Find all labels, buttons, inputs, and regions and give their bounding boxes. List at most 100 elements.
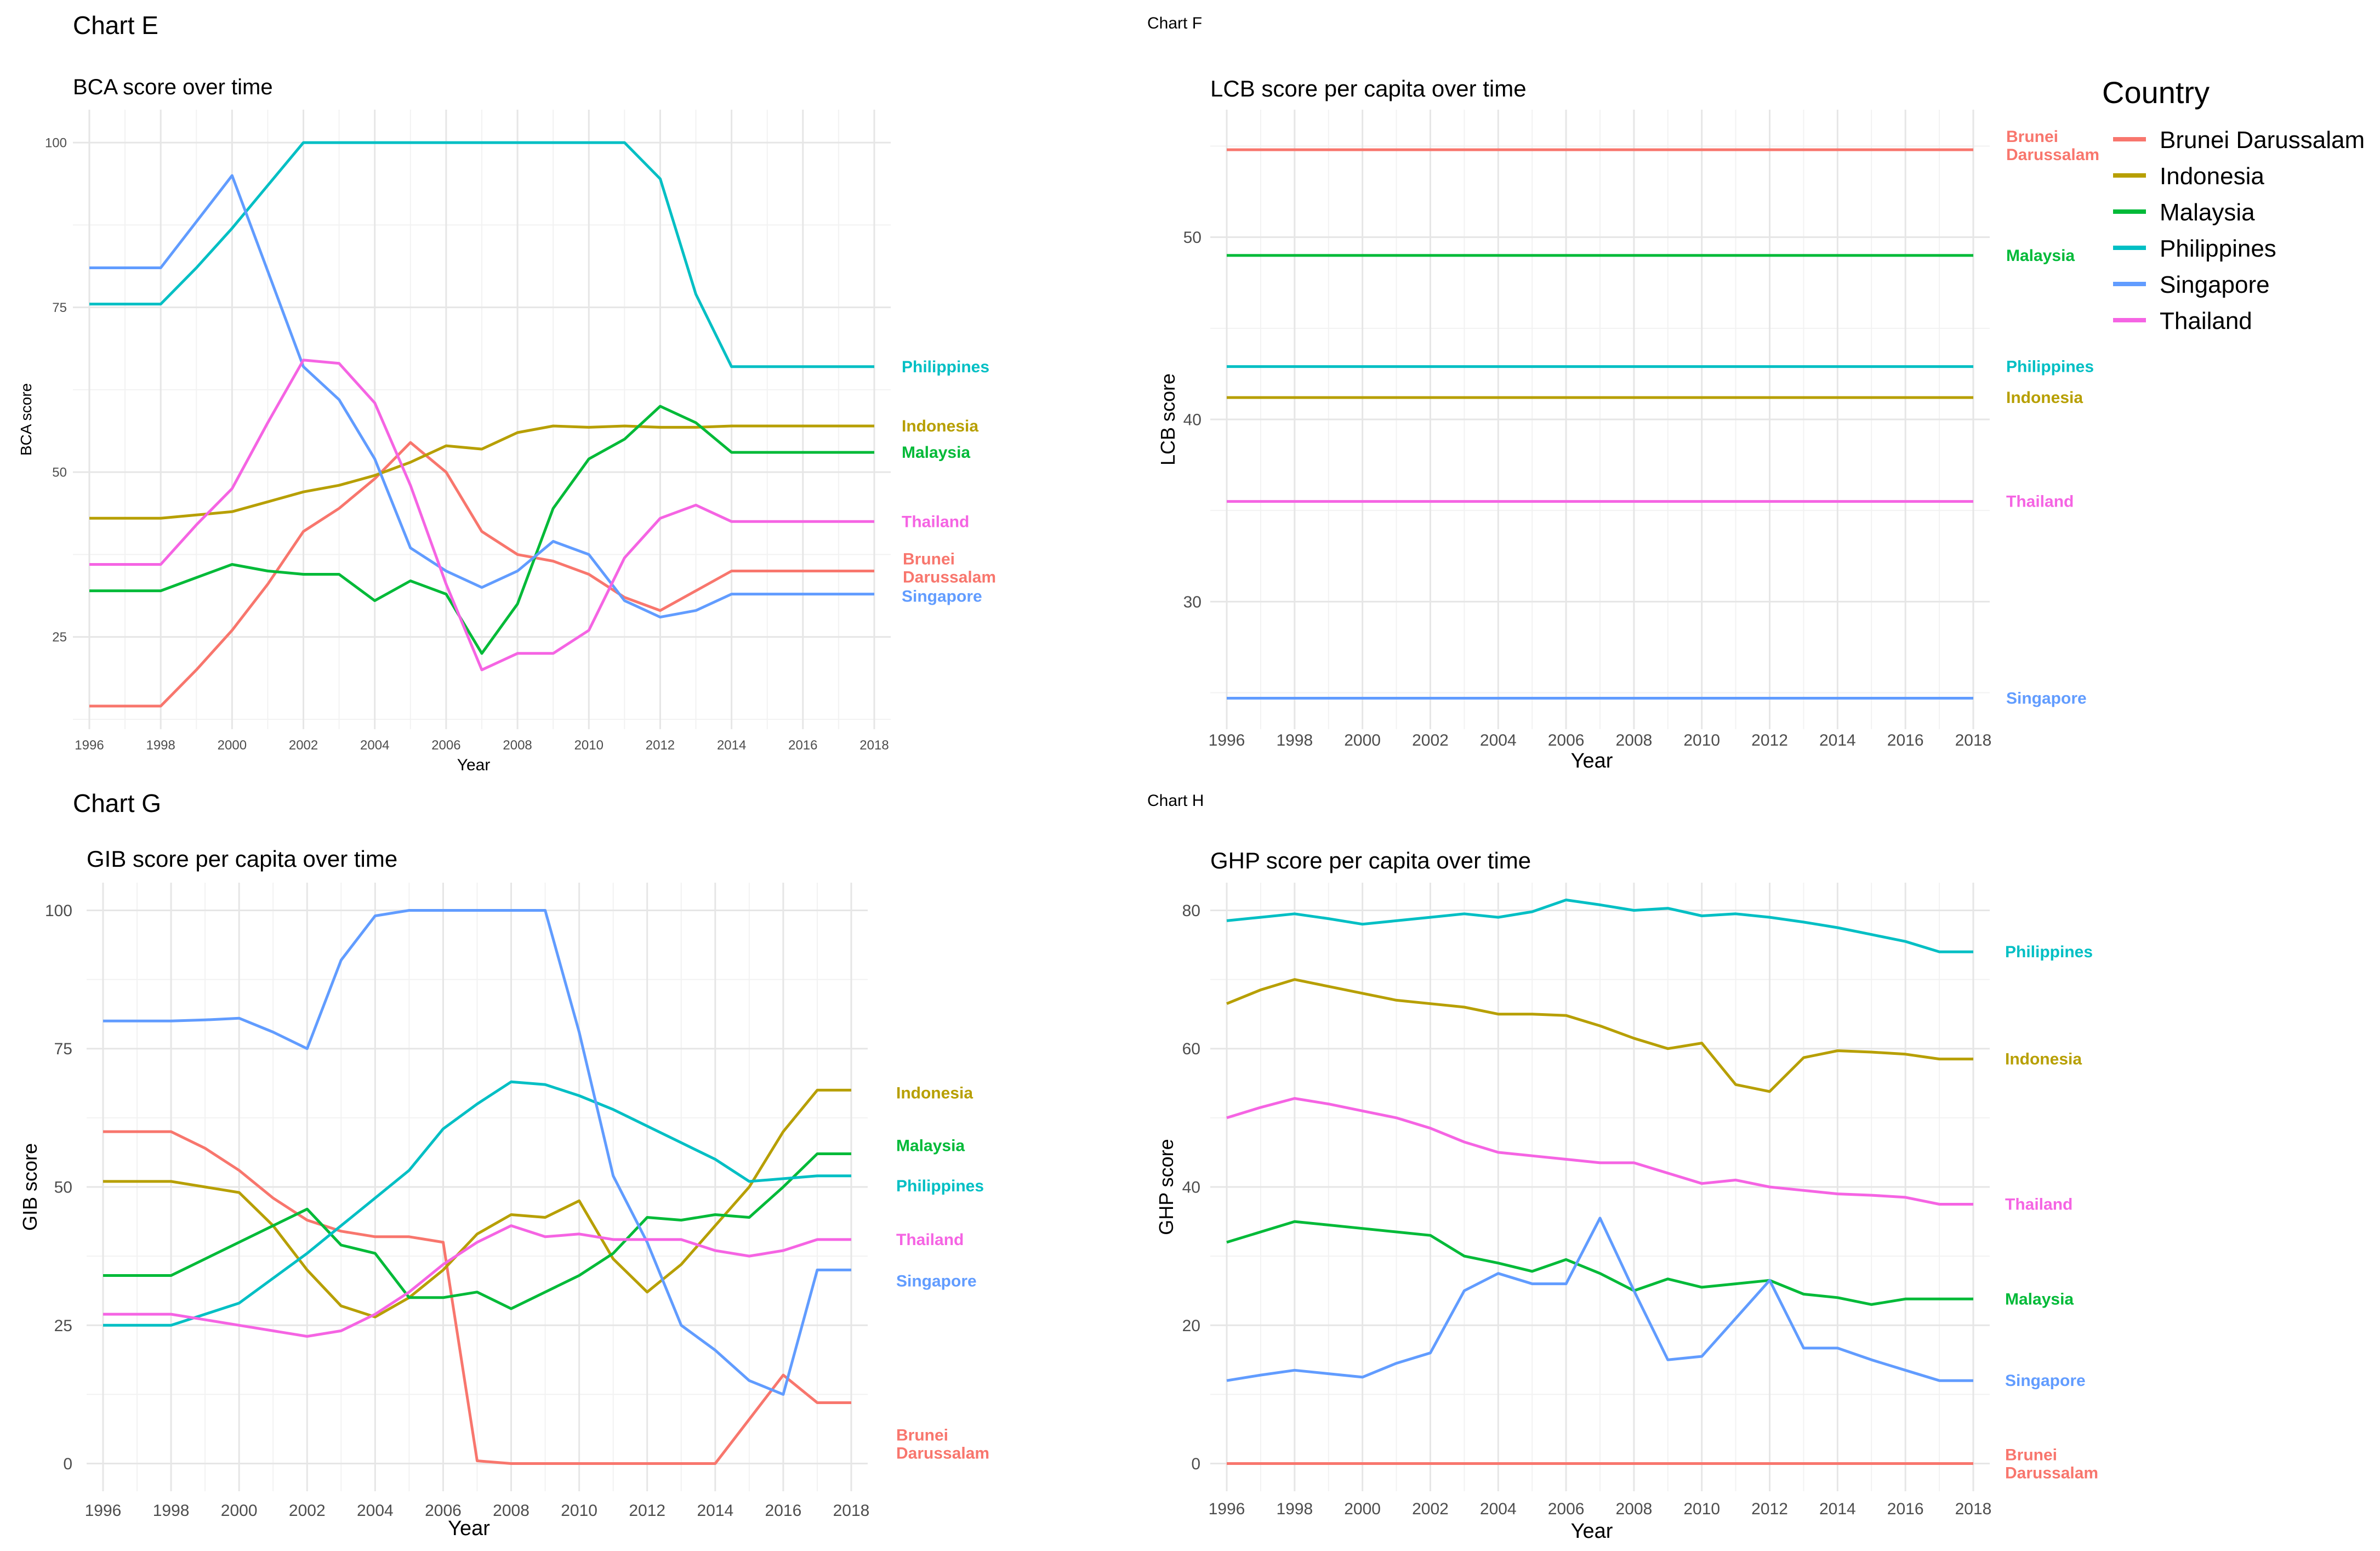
- chart-g-end-label-brunei-darussalam: Brunei Darussalam: [896, 1427, 989, 1463]
- chart-f-x-tick-label: 1996: [1209, 731, 1245, 749]
- chart-e-series-thailand: [89, 359, 874, 672]
- chart-e-end-label-line: Singapore: [902, 588, 982, 606]
- chart-g-end-label-line: Brunei: [896, 1427, 948, 1445]
- legend-title: Country: [2102, 75, 2210, 110]
- chart-h-x-tick-label: 2012: [1751, 1500, 1788, 1518]
- chart-g-series-brunei-darussalam: [103, 1130, 851, 1465]
- chart-h-x-tick-label: 2002: [1412, 1500, 1449, 1518]
- chart-g-end-label-line: Thailand: [896, 1231, 964, 1249]
- chart-e-x-tick-label: 2010: [574, 738, 603, 753]
- legend: Country Brunei Darussalam Indonesia Malays…: [2102, 75, 2365, 334]
- chart-e-series-singapore: [89, 174, 874, 619]
- chart-h-x-tick-label: 2010: [1683, 1500, 1720, 1518]
- chart-e-x-tick-label: 1998: [146, 738, 175, 753]
- chart-e-series-brunei-darussalam: [89, 441, 874, 708]
- chart-g-end-label-indonesia: Indonesia: [896, 1084, 973, 1102]
- chart-h-series-philippines: [1226, 899, 1973, 953]
- chart-h-y-tick-label: 60: [1182, 1040, 1200, 1058]
- chart-h-end-label-malaysia: Malaysia: [2005, 1290, 2074, 1308]
- chart-h-end-label-singapore: Singapore: [2005, 1372, 2086, 1390]
- chart-g-x-tick-label: 2010: [561, 1502, 597, 1520]
- chart-e-end-label-singapore: Singapore: [902, 588, 982, 606]
- chart-f-x-tick-label: 2006: [1548, 731, 1585, 749]
- chart-h-x-tick-label: 2008: [1616, 1500, 1653, 1518]
- chart-e-heading: Chart E: [73, 11, 158, 39]
- chart-f-x-tick-label: 2012: [1751, 731, 1788, 749]
- chart-g-y-tick-label: 0: [63, 1455, 72, 1473]
- chart-h-y-tick-label: 0: [1191, 1455, 1200, 1473]
- chart-g-y-tick-label: 100: [45, 902, 72, 920]
- chart-f-plot: 1996 1998 2000 2002 2004 2006 2008 2010 2012 2014…: [1157, 110, 2099, 772]
- chart-e-end-label-line: Brunei: [903, 550, 955, 568]
- chart-h-heading: Chart H: [1147, 792, 1204, 810]
- chart-f-x-tick-label: 2002: [1412, 731, 1449, 749]
- chart-g-heading: Chart G: [73, 789, 161, 817]
- chart-h-series-thailand: [1226, 1097, 1973, 1206]
- chart-h-end-label-thailand: Thailand: [2005, 1196, 2072, 1214]
- chart-h-series-malaysia: [1226, 1220, 1973, 1306]
- chart-f-y-tick-label: 40: [1183, 411, 1202, 429]
- chart-h-title: GHP score per capita over time: [1210, 848, 1531, 873]
- chart-f-end-label-singapore: Singapore: [2006, 690, 2087, 708]
- chart-g-series-malaysia: [103, 1152, 851, 1310]
- chart-g-x-tick-label: 2016: [765, 1502, 802, 1520]
- legend-label-brunei-darussalam: Brunei Darussalam: [2160, 127, 2365, 154]
- chart-h-x-tick-label: 2018: [1955, 1500, 1992, 1518]
- chart-e-title: BCA score over time: [73, 75, 273, 99]
- chart-g-end-label-malaysia: Malaysia: [896, 1137, 965, 1155]
- chart-g-x-tick-label: 2004: [357, 1502, 394, 1520]
- chart-e-end-label-line: Malaysia: [902, 444, 970, 462]
- chart-e-x-tick-label: 2002: [289, 738, 318, 753]
- chart-f-x-tick-label: 2000: [1344, 731, 1381, 749]
- chart-f-end-label-line: Singapore: [2006, 690, 2087, 708]
- chart-e-end-label-line: Indonesia: [902, 417, 978, 435]
- chart-f-end-label-line: Brunei: [2006, 128, 2058, 146]
- chart-h-series-singapore: [1226, 1217, 1973, 1382]
- chart-g-end-label-line: Darussalam: [896, 1445, 989, 1463]
- chart-h-end-label-indonesia: Indonesia: [2005, 1050, 2082, 1069]
- chart-h-plot: 1996 1998 2000 2002 2004 2006 2008 2010 2012 2014…: [1155, 883, 2098, 1543]
- chart-h: Chart H GHP score per capita over time 1…: [1147, 792, 2098, 1543]
- chart-e-end-label-philippines: Philippines: [902, 358, 989, 376]
- legend-label-thailand: Thailand: [2160, 308, 2252, 334]
- chart-h-end-label-brunei-darussalam: Brunei Darussalam: [2005, 1446, 2098, 1482]
- chart-f-end-label-indonesia: Indonesia: [2006, 389, 2083, 407]
- chart-e-x-tick-label: 2000: [218, 738, 247, 753]
- chart-g-y-axis-label: GIB score: [19, 1143, 41, 1231]
- chart-g-end-label-line: Singapore: [896, 1272, 977, 1290]
- chart-g-end-label-philippines: Philippines: [896, 1177, 984, 1195]
- chart-e-end-label-line: Philippines: [902, 358, 989, 376]
- chart-h-x-tick-label: 2016: [1887, 1500, 1924, 1518]
- chart-g-x-tick-label: 2014: [697, 1502, 733, 1520]
- chart-h-x-tick-label: 2004: [1480, 1500, 1517, 1518]
- legend-label-philippines: Philippines: [2160, 235, 2276, 262]
- chart-f-y-tick-label: 50: [1183, 229, 1202, 247]
- chart-e-end-label-line: Thailand: [902, 513, 969, 531]
- chart-e-x-tick-label: 2008: [503, 738, 532, 753]
- legend-label-singapore: Singapore: [2160, 271, 2270, 298]
- legend-label-malaysia: Malaysia: [2160, 199, 2255, 226]
- chart-h-y-tick-label: 20: [1182, 1317, 1200, 1335]
- chart-f-end-label-line: Malaysia: [2006, 247, 2075, 265]
- chart-g-y-tick-label: 75: [54, 1040, 72, 1058]
- chart-e-x-tick-label: 1996: [75, 738, 104, 753]
- chart-g-series-thailand: [103, 1224, 851, 1338]
- chart-h-x-tick-label: 2014: [1819, 1500, 1856, 1518]
- chart-g-series-philippines: [103, 1080, 851, 1327]
- chart-g-x-axis-label: Year: [448, 1517, 490, 1540]
- legend-items: Brunei Darussalam Indonesia Malaysia Philip…: [2113, 127, 2365, 334]
- chart-f-end-label-line: Indonesia: [2006, 389, 2083, 407]
- chart-g-plot: 1996 1998 2000 2002 2004 2006 2008 2010 2012 2014…: [19, 883, 989, 1540]
- chart-e-x-tick-label: 2016: [788, 738, 817, 753]
- chart-e-end-label-indonesia: Indonesia: [902, 417, 978, 435]
- chart-e-series-indonesia: [89, 424, 874, 520]
- chart-e-x-tick-label: 2004: [360, 738, 389, 753]
- chart-f-y-tick-label: 30: [1183, 593, 1202, 611]
- chart-e-y-axis-label: BCA score: [18, 383, 35, 456]
- chart-h-x-tick-label: 2006: [1548, 1500, 1585, 1518]
- chart-h-end-label-line: Philippines: [2005, 943, 2093, 961]
- chart-g-end-label-singapore: Singapore: [896, 1272, 977, 1290]
- chart-g-x-tick-label: 2012: [629, 1502, 665, 1520]
- chart-g-x-tick-label: 2018: [833, 1502, 870, 1520]
- chart-g-series-singapore: [103, 909, 851, 1396]
